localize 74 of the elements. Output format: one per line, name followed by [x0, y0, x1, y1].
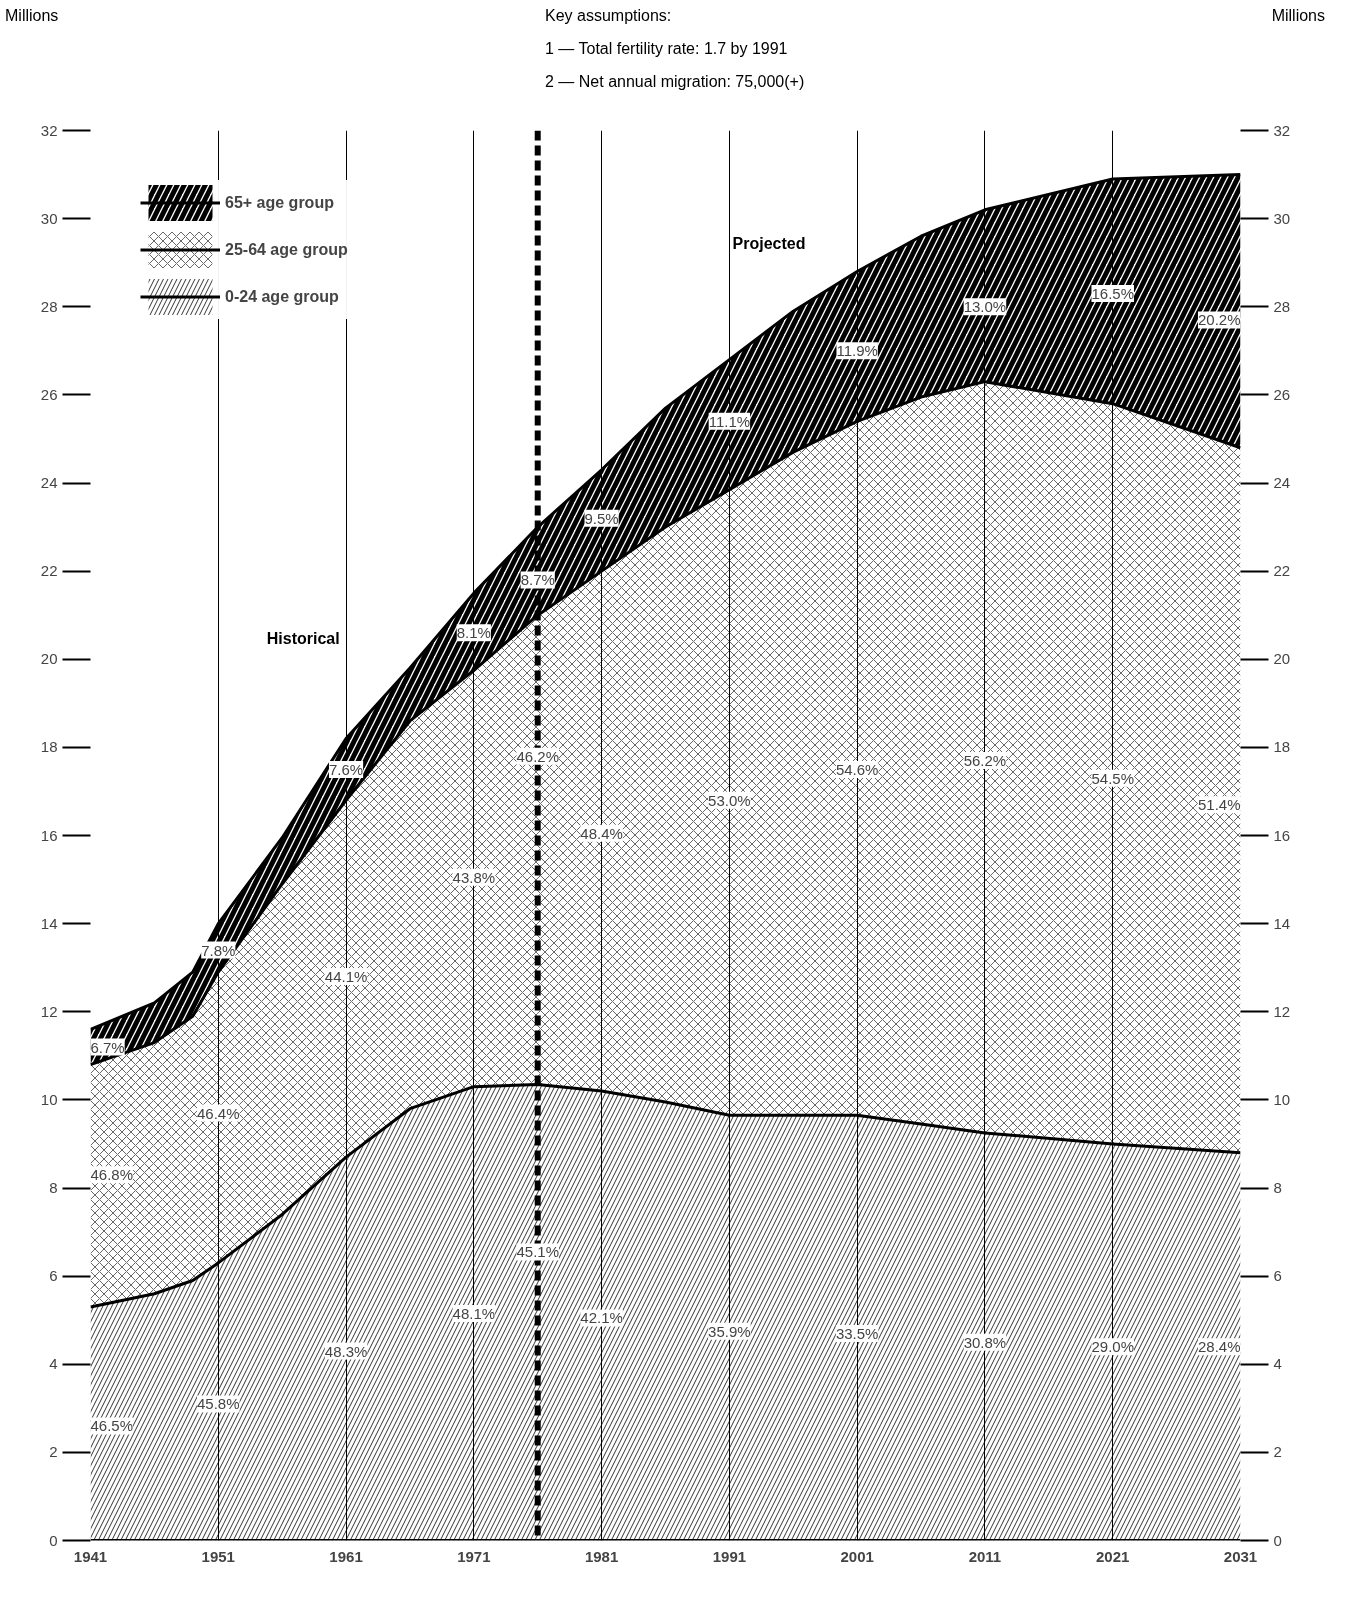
text: 2 — Net annual migration: 75,000(+) — [545, 71, 806, 92]
y2-tick-label: 12 — [1273, 1002, 1291, 1020]
y-tick-label: 2 — [49, 1443, 58, 1461]
y-tick-label: 10 — [40, 1090, 58, 1108]
annotation: 8.7% — [520, 571, 555, 589]
y2-tick-label: 24 — [1273, 474, 1291, 491]
annotation: 6.7% — [90, 1038, 125, 1056]
y-tick-label: 16 — [40, 826, 58, 844]
chart-title: Key assumptions: — [545, 6, 673, 26]
y2-tick-label: 10 — [1273, 1090, 1291, 1108]
x-tick-label: 2021 — [1096, 1547, 1130, 1565]
annotation: 56.2% — [963, 752, 1007, 770]
annotation: 8.1% — [456, 624, 491, 642]
y-tick-label: 12 — [40, 1002, 58, 1020]
y-tick-label: 14 — [40, 914, 58, 932]
annotation: 43.8% — [452, 868, 496, 886]
y-tick-label: 26 — [40, 385, 58, 403]
y-tick-label: 24 — [40, 474, 58, 491]
annotation: Historical — [266, 629, 340, 647]
text: Millions — [1270, 6, 1325, 26]
annotation: 53.0% — [708, 791, 751, 809]
y-tick-label: 4 — [49, 1355, 58, 1373]
x-tick-label: 2031 — [1223, 1547, 1258, 1565]
y2-tick-label: 28 — [1273, 297, 1291, 315]
x-tick-label: 1941 — [73, 1547, 108, 1565]
x-tick-label: 1961 — [329, 1547, 363, 1565]
annotation: Projected — [732, 234, 806, 252]
y2-tick-label: 8 — [1273, 1179, 1282, 1196]
y2-tick-label: 18 — [1273, 738, 1291, 756]
text: Millions — [5, 6, 60, 26]
y2-tick-label: 6 — [1273, 1267, 1282, 1285]
y2-tick-label: 26 — [1273, 385, 1291, 403]
annotation: 11.1% — [708, 412, 751, 430]
text: 1 — Total fertility rate: 1.7 by 1991 — [545, 38, 789, 59]
annotation: 7.8% — [201, 941, 236, 959]
y-tick-label: 18 — [40, 738, 58, 756]
y-tick-label: 28 — [40, 297, 58, 315]
legend-label: 0-24 age group — [225, 287, 339, 306]
y-tick-label: 22 — [40, 562, 58, 580]
annotation: 16.5% — [1091, 285, 1134, 303]
annotation: 11.9% — [836, 342, 878, 360]
y-tick-label: 30 — [40, 209, 58, 227]
y2-tick-label: 32 — [1273, 121, 1291, 139]
x-tick-label: 1951 — [201, 1547, 235, 1565]
y2-tick-label: 20 — [1273, 650, 1291, 668]
x-tick-label: 1981 — [584, 1547, 619, 1565]
y2-tick-label: 4 — [1273, 1355, 1282, 1373]
y2-tick-label: 2 — [1273, 1443, 1282, 1461]
y-tick-label: 8 — [49, 1179, 58, 1196]
y-tick-label: 20 — [40, 650, 58, 668]
y2-tick-label: 22 — [1273, 562, 1291, 580]
annotation: 54.6% — [835, 760, 879, 778]
x-tick-label: 2001 — [840, 1547, 874, 1565]
y-tick-label: 0 — [49, 1531, 58, 1549]
y2-tick-label: 0 — [1273, 1531, 1282, 1549]
legend-label: 65+ age group — [225, 193, 334, 212]
legend-label: 25-64 age group — [225, 240, 348, 259]
annotation: 54.5% — [1091, 769, 1134, 787]
y-tick-label: 6 — [49, 1267, 58, 1285]
x-tick-label: 1991 — [712, 1547, 747, 1565]
y-tick-label: 32 — [40, 121, 58, 139]
y2-tick-label: 14 — [1273, 914, 1291, 932]
annotation: 46.2% — [516, 747, 559, 765]
y2-tick-label: 30 — [1273, 209, 1291, 227]
annotation: 9.5% — [584, 509, 619, 527]
annotation: 7.6% — [328, 760, 364, 778]
annotation: 44.1% — [324, 968, 368, 985]
annotation: 20.2% — [1197, 311, 1241, 329]
y2-tick-label: 16 — [1273, 826, 1291, 844]
annotation: 48.4% — [580, 824, 623, 842]
annotation: 51.4% — [1197, 796, 1241, 814]
annotation: 13.0% — [963, 298, 1007, 316]
x-tick-label: 1971 — [457, 1547, 491, 1565]
x-tick-label: 2011 — [968, 1547, 1002, 1565]
